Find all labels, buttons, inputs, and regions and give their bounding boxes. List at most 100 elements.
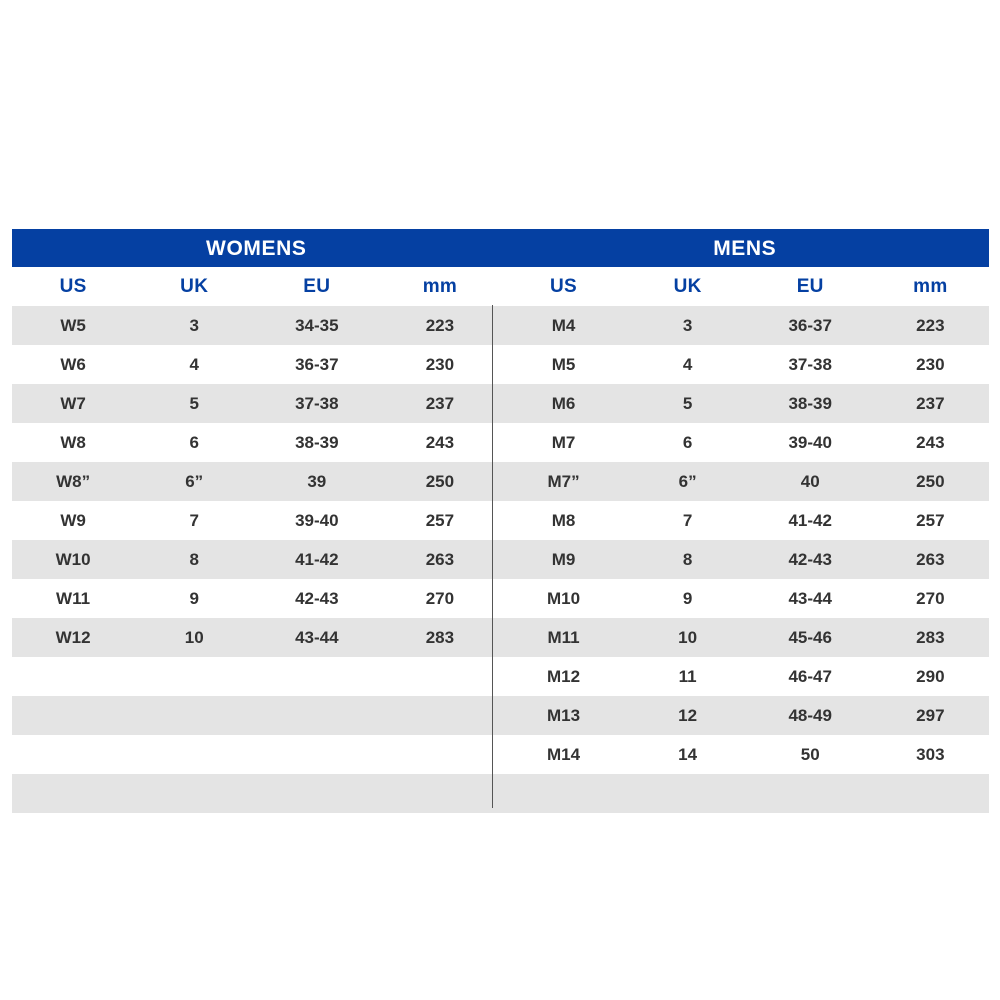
cell-mens-uk: 14 [678, 744, 698, 764]
cell-womens-uk: 6 [189, 432, 199, 452]
cell-mens-eu [749, 813, 872, 852]
cell-womens-uk: 6” [185, 471, 204, 491]
cell-womens-uk: 5 [189, 393, 199, 413]
cell-mens-us [501, 813, 627, 852]
cell-mens-us: M12 [546, 666, 581, 686]
table-row: W5 3 34-35 223 M4 3 36-37 223 [12, 306, 989, 345]
cell-womens-mm: 243 [425, 432, 455, 452]
cell-womens-eu: 41-42 [295, 549, 339, 569]
cell-mens-uk [627, 813, 749, 852]
column-header-womens-eu: EU [303, 275, 331, 297]
cell-womens-uk: 8 [189, 549, 199, 569]
cell-mens-us: M9 [551, 549, 576, 569]
column-header-mens-uk: UK [673, 275, 702, 297]
column-header-womens-mm: mm [422, 275, 458, 297]
cell-mens-mm: 230 [916, 354, 945, 374]
table-row-womens: W6 4 36-37 230 [12, 345, 501, 384]
table-row-mens: M7 6 39-40 243 [501, 423, 990, 462]
table-row-womens: W11 9 42-43 270 [12, 579, 501, 618]
cell-womens-mm [379, 657, 500, 696]
cell-womens-mm [379, 813, 500, 852]
table-row-mens: M11 10 45-46 283 [501, 618, 990, 657]
cell-mens-eu: 37-38 [788, 354, 832, 374]
cell-mens-eu: 41-42 [788, 510, 832, 530]
table-row-womens [12, 813, 501, 852]
cell-womens-us [12, 774, 134, 813]
cell-mens-eu: 48-49 [788, 705, 832, 725]
table-row: W7 5 37-38 237 M6 5 38-39 237 [12, 384, 989, 423]
cell-mens-mm [872, 774, 989, 813]
cell-mens-us: M6 [551, 393, 576, 413]
cell-mens-mm: 223 [916, 315, 945, 335]
cell-womens-us: W7 [60, 393, 86, 413]
cell-womens-us: W5 [60, 315, 86, 335]
cell-womens-us: W9 [60, 510, 86, 530]
cell-womens-eu [254, 657, 379, 696]
cell-mens-mm: 303 [916, 744, 945, 764]
cell-womens-us: W8 [60, 432, 86, 452]
cell-womens-mm [379, 696, 500, 735]
table-row: M12 11 46-47 290 [12, 657, 989, 696]
cell-womens-us [12, 735, 134, 774]
table-row-womens: W9 7 39-40 257 [12, 501, 501, 540]
table-body: W5 3 34-35 223 M4 3 36-37 223 W6 4 36-37 230 M5 4 37-3… [12, 306, 989, 852]
table-row: W6 4 36-37 230 M5 4 37-38 230 [12, 345, 989, 384]
cell-mens-eu: 38-39 [788, 393, 832, 413]
cell-womens-us: W6 [60, 354, 86, 374]
cell-womens-uk [134, 735, 254, 774]
cell-womens-eu: 42-43 [295, 588, 339, 608]
cell-womens-uk: 10 [184, 627, 204, 647]
cell-womens-mm: 263 [425, 549, 455, 569]
cell-mens-uk: 7 [682, 510, 693, 530]
cell-womens-eu [254, 696, 379, 735]
cell-mens-us: M14 [546, 744, 581, 764]
cell-womens-eu [254, 774, 379, 813]
cell-mens-uk: 6” [678, 471, 697, 491]
column-header-womens: US UK EU mm [12, 267, 501, 306]
cell-mens-eu: 45-46 [788, 627, 832, 647]
column-header-mens-mm: mm [913, 275, 948, 297]
cell-mens-us: M13 [546, 705, 581, 725]
cell-mens-mm: 250 [916, 471, 945, 491]
column-header-mens-eu: EU [796, 275, 824, 297]
cell-womens-eu [254, 813, 379, 852]
table-row-mens: M14 14 50 303 [501, 735, 990, 774]
table-row-womens [12, 735, 501, 774]
cell-mens-eu: 46-47 [788, 666, 832, 686]
table-row: W8” 6” 39 250 M7” 6” 40 250 [12, 462, 989, 501]
table-row-mens: M6 5 38-39 237 [501, 384, 990, 423]
cell-womens-uk [134, 774, 254, 813]
table-row: W9 7 39-40 257 M8 7 41-42 257 [12, 501, 989, 540]
cell-womens-eu [254, 735, 379, 774]
cell-mens-us: M7” [547, 471, 580, 491]
table-row [12, 813, 989, 852]
cell-mens-uk: 5 [682, 393, 693, 413]
cell-womens-mm: 223 [425, 315, 455, 335]
cell-womens-mm [379, 774, 500, 813]
table-row [12, 774, 989, 813]
cell-womens-uk: 4 [189, 354, 199, 374]
cell-womens-us [12, 696, 134, 735]
size-conversion-chart: WOMENS MENS US UK EU mm US UK EU mm W5 3 3… [12, 229, 989, 852]
cell-womens-mm: 230 [425, 354, 455, 374]
cell-mens-uk [627, 774, 749, 813]
cell-womens-us: W11 [56, 588, 91, 608]
cell-womens-eu: 43-44 [295, 627, 339, 647]
table-row: W12 10 43-44 283 M11 10 45-46 283 [12, 618, 989, 657]
cell-mens-uk: 11 [678, 666, 697, 686]
cell-mens-eu: 42-43 [788, 549, 832, 569]
cell-mens-uk: 10 [678, 627, 698, 647]
cell-mens-uk: 8 [682, 549, 693, 569]
table-row: W11 9 42-43 270 M10 9 43-44 270 [12, 579, 989, 618]
cell-womens-uk: 7 [189, 510, 199, 530]
cell-womens-mm: 250 [425, 471, 455, 491]
table-row-mens: M10 9 43-44 270 [501, 579, 990, 618]
table-row-mens: M8 7 41-42 257 [501, 501, 990, 540]
table-row-mens: M7” 6” 40 250 [501, 462, 990, 501]
cell-womens-uk [134, 657, 254, 696]
table-row-womens [12, 774, 501, 813]
column-header-mens: US UK EU mm [501, 267, 990, 306]
table-row-mens: M12 11 46-47 290 [501, 657, 990, 696]
cell-womens-mm: 237 [425, 393, 455, 413]
cell-mens-uk: 4 [682, 354, 693, 374]
